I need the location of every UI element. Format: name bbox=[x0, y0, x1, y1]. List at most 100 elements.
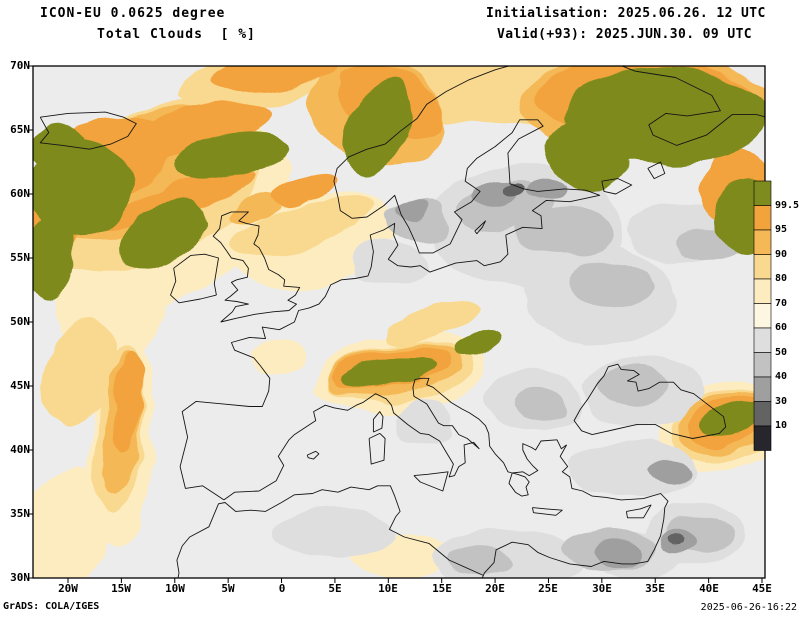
cloud-region bbox=[350, 242, 426, 287]
grads-credit: GrADS: COLA/IGES bbox=[3, 601, 100, 612]
lat-tick-label: 30N bbox=[10, 571, 30, 584]
cloud-region bbox=[110, 354, 142, 457]
colorbar-label: 95 bbox=[775, 224, 788, 235]
cloud-region bbox=[230, 196, 376, 256]
cloud-region bbox=[270, 507, 399, 559]
lat-tick-label: 60N bbox=[10, 187, 30, 200]
cloud-region bbox=[385, 299, 477, 345]
cloud-region bbox=[593, 539, 642, 566]
coastline bbox=[508, 472, 530, 497]
lat-tick-label: 70N bbox=[10, 59, 30, 72]
tick-marks bbox=[28, 65, 763, 583]
colorbar-segment bbox=[753, 327, 772, 353]
cloud-region bbox=[513, 389, 562, 422]
lat-tick-label: 50N bbox=[10, 315, 30, 328]
colorbar-label: 80 bbox=[775, 273, 788, 284]
lon-tick-label: 15E bbox=[432, 582, 452, 595]
cloud-region bbox=[649, 460, 693, 486]
lon-tick-label: 10E bbox=[378, 582, 398, 595]
cloud-region bbox=[33, 123, 89, 176]
init-time: Initialisation: 2025.06.26. 12 UTC bbox=[486, 6, 766, 21]
colorbar-segment bbox=[753, 425, 772, 451]
colorbar-segment bbox=[753, 180, 772, 206]
coastline bbox=[625, 504, 652, 519]
cloud-region bbox=[93, 170, 257, 231]
lon-tick-label: 15W bbox=[111, 582, 131, 595]
cloud-region bbox=[501, 184, 521, 196]
cloud-region bbox=[119, 201, 209, 269]
colorbar-segment bbox=[753, 205, 772, 231]
lat-tick-label: 40N bbox=[10, 443, 30, 456]
cloud-region bbox=[228, 193, 281, 220]
cloud-region bbox=[454, 330, 505, 358]
lon-tick-label: 30E bbox=[592, 582, 612, 595]
lat-tick-label: 45N bbox=[10, 379, 30, 392]
model-title: ICON-EU 0.0625 degree bbox=[40, 6, 226, 21]
coastline bbox=[368, 432, 386, 465]
lat-tick-label: 55N bbox=[10, 251, 30, 264]
coastline bbox=[212, 211, 301, 323]
cloud-region bbox=[569, 258, 656, 310]
colorbar-segment bbox=[753, 229, 772, 255]
colorbar-segment bbox=[753, 254, 772, 280]
cloud-region bbox=[399, 199, 431, 219]
colorbar-label: 40 bbox=[775, 371, 788, 382]
lat-tick-label: 35N bbox=[10, 507, 30, 520]
coastline bbox=[306, 450, 320, 460]
cloud-region bbox=[714, 181, 765, 258]
cloud-region bbox=[33, 464, 109, 578]
cloud-region bbox=[665, 535, 683, 546]
colorbar-label: 50 bbox=[775, 347, 788, 358]
lon-tick-label: 20W bbox=[58, 582, 78, 595]
cloud-region bbox=[545, 120, 627, 191]
coastline bbox=[223, 377, 567, 501]
valid-time: Valid(+93): 2025.JUN.30. 09 UTC bbox=[497, 27, 753, 42]
coastline bbox=[176, 485, 484, 578]
colorbar-segment bbox=[753, 401, 772, 427]
colorbar-label: 30 bbox=[775, 396, 788, 407]
cloud-region bbox=[171, 133, 286, 183]
cloud-region bbox=[338, 358, 439, 391]
coastline bbox=[179, 66, 765, 501]
cloud-region bbox=[33, 213, 73, 303]
lon-tick-label: 5E bbox=[328, 582, 342, 595]
cloud-region bbox=[516, 206, 613, 258]
lon-tick-label: 10W bbox=[165, 582, 185, 595]
lat-tick-label: 65N bbox=[10, 123, 30, 136]
creation-timestamp: 2025-06-26-16:22 bbox=[700, 602, 797, 613]
coastline bbox=[413, 471, 449, 492]
lon-tick-label: 35E bbox=[645, 582, 665, 595]
lon-tick-label: 0 bbox=[278, 582, 286, 595]
cloud-region bbox=[521, 176, 565, 200]
cloud-region bbox=[272, 171, 334, 204]
cloud-region bbox=[399, 398, 453, 443]
colorbar-label: 60 bbox=[775, 322, 788, 333]
lon-tick-label: 45E bbox=[752, 582, 772, 595]
field-title: Total Clouds [ %] bbox=[97, 27, 256, 42]
lon-tick-label: 20E bbox=[485, 582, 505, 595]
coastline bbox=[170, 253, 219, 304]
coastline bbox=[531, 507, 563, 516]
coastline bbox=[474, 220, 486, 235]
lon-tick-label: 25E bbox=[538, 582, 558, 595]
colorbar-segment bbox=[753, 376, 772, 402]
coastline bbox=[601, 178, 633, 195]
colorbar-segment bbox=[753, 352, 772, 378]
colorbar-label: 10 bbox=[775, 420, 788, 431]
coastline bbox=[573, 363, 727, 439]
coastline-layer bbox=[39, 66, 765, 578]
colorbar bbox=[753, 180, 772, 451]
cloud-region bbox=[249, 337, 303, 371]
colorbar-segment bbox=[753, 278, 772, 304]
coastline bbox=[481, 444, 669, 578]
cloud-region bbox=[601, 366, 666, 406]
cloud-region bbox=[345, 77, 410, 177]
coastline bbox=[39, 111, 137, 150]
cloud-region bbox=[44, 316, 114, 430]
coastline bbox=[647, 161, 666, 180]
lon-tick-label: 5W bbox=[221, 582, 235, 595]
colorbar-label: 99.5 bbox=[775, 200, 800, 211]
colorbar-label: 70 bbox=[775, 298, 788, 309]
